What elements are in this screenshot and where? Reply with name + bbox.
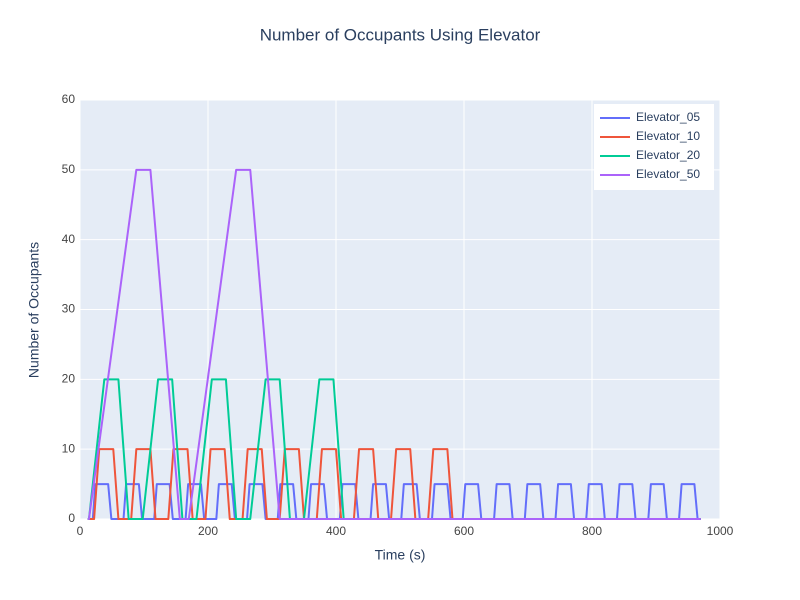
x-tick-label: 0 xyxy=(77,524,84,538)
series-line xyxy=(87,378,701,520)
series-line xyxy=(87,448,701,520)
y-tick-label: 0 xyxy=(68,511,75,525)
legend-label: Elevator_20 xyxy=(636,148,700,162)
y-tick-label: 10 xyxy=(62,441,76,455)
legend-label: Elevator_05 xyxy=(636,110,700,124)
x-tick-label: 1000 xyxy=(707,524,734,538)
chart-title: Number of Occupants Using Elevator xyxy=(260,25,541,44)
y-tick-label: 50 xyxy=(62,162,76,176)
x-tick-label: 400 xyxy=(326,524,346,538)
legend-label: Elevator_10 xyxy=(636,129,700,143)
x-axis-label: Time (s) xyxy=(375,547,426,563)
y-tick-label: 30 xyxy=(62,302,76,316)
y-tick-label: 60 xyxy=(62,92,76,106)
x-tick-label: 800 xyxy=(582,524,602,538)
legend: Elevator_05 Elevator_10 Elevator_20 Elevato… xyxy=(594,104,714,190)
y-axis-label: Number of Occupants xyxy=(26,242,42,378)
x-tick-label: 600 xyxy=(454,524,474,538)
series-line xyxy=(87,168,701,520)
y-tick-label: 20 xyxy=(62,372,76,386)
x-tick-label: 200 xyxy=(198,524,218,538)
y-tick-label: 40 xyxy=(62,232,76,246)
legend-label: Elevator_50 xyxy=(636,167,700,181)
